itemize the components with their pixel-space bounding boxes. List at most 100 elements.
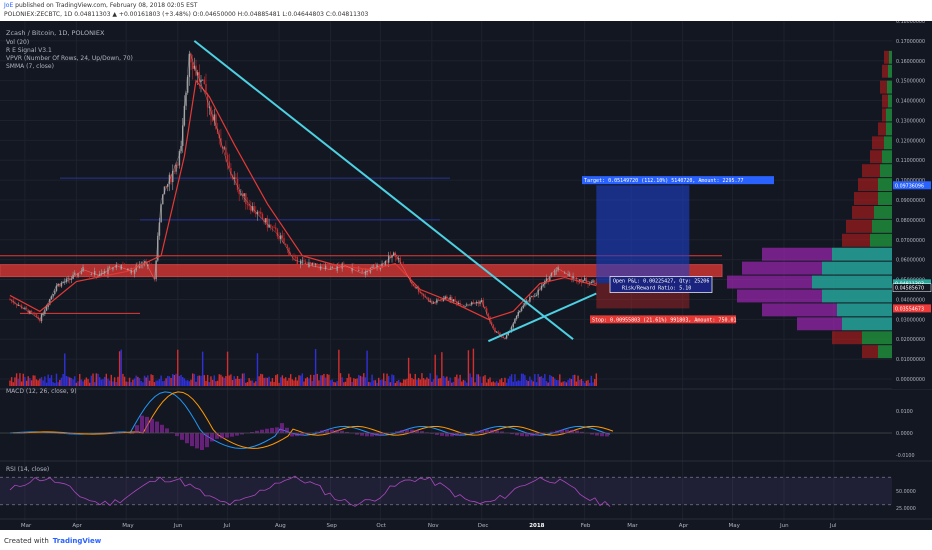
- candle-body-25: [50, 296, 53, 300]
- candle-body-189: [323, 266, 325, 270]
- volume-bar-161: [276, 374, 279, 386]
- volume-bar-295: [499, 379, 501, 386]
- candle-body-140: [241, 193, 244, 197]
- volume-bar-146: [251, 380, 254, 386]
- macd-hist-35: [185, 433, 189, 444]
- volume-bar-48: [88, 382, 91, 386]
- volume-bar-270: [457, 378, 460, 386]
- macd-hist-27: [145, 416, 149, 433]
- volume-bar-8: [22, 373, 24, 386]
- candle-body-218: [371, 266, 373, 268]
- volume-bar-297: [502, 382, 505, 386]
- candle-body-261: [442, 299, 445, 302]
- volume-bar-291: [492, 381, 495, 386]
- volume-bar-91: [160, 375, 162, 386]
- macd-hist-44: [230, 433, 234, 437]
- macd-hist-74: [380, 433, 384, 436]
- volume-bar-174: [298, 375, 300, 386]
- volume-bar-68: [122, 373, 124, 386]
- volume-bar-278: [471, 377, 473, 386]
- candle-body-106: [185, 92, 187, 106]
- macd-hist-108: [550, 431, 554, 433]
- candle-body-320: [540, 285, 543, 290]
- volume-bar-253: [429, 373, 431, 386]
- candle-body-36: [69, 277, 71, 280]
- candle-body-97: [170, 174, 172, 183]
- candle-body-279: [472, 302, 475, 304]
- legend-ind-2: VPVR (Number Of Rows, 24, Up/Down, 70): [6, 55, 133, 62]
- volume-bar-308: [520, 373, 523, 386]
- pnl-text: Open P&L: 0.00225427, Qty: 25206: [613, 279, 709, 285]
- volume-bar-150: [258, 376, 260, 386]
- chart-area[interactable]: Target: 0.05149720 (112.10%) 5140720, Am…: [0, 21, 932, 530]
- candle-body-161: [276, 229, 279, 237]
- volume-bar-93: [163, 380, 166, 386]
- price-badge-bg-1: [893, 279, 931, 288]
- macd-tick-2: -0.0100: [896, 453, 915, 459]
- macd-hist-90: [460, 433, 464, 435]
- price-tick-8: 0.09000000: [896, 198, 925, 204]
- price-axis[interactable]: 0.17000000 0.16000000 0.15000000 0.14000000…: [892, 21, 932, 389]
- candle-body-288: [487, 313, 490, 317]
- volume-bar-38: [72, 379, 74, 386]
- volume-bar-269: [456, 374, 458, 386]
- candle-body-8: [22, 308, 24, 310]
- volume-bar-104: [182, 377, 184, 386]
- volume-bar-260: [441, 352, 443, 386]
- volume-bar-172: [294, 377, 297, 386]
- rsi-label: RSI (14, close): [6, 466, 49, 473]
- volume-bar-183: [313, 374, 315, 386]
- tradingview-logo[interactable]: TradingView: [52, 537, 102, 545]
- volume-bar-131: [226, 351, 229, 386]
- volume-bar-137: [236, 375, 239, 386]
- volume-bar-219: [373, 380, 375, 386]
- time-tick-13: Apr: [679, 523, 689, 529]
- macd-hist-98: [500, 431, 504, 433]
- vpvr-down-3: [882, 94, 888, 108]
- candle-body-255: [432, 302, 435, 304]
- macd-hist-106: [540, 433, 544, 435]
- volume-bar-153: [263, 377, 265, 386]
- macd-hist-89: [455, 433, 459, 436]
- volume-bar-61: [110, 374, 112, 386]
- vpvr-down-16: [727, 275, 812, 289]
- macd-pane[interactable]: 0.0100 0.0000 -0.0100: [0, 391, 915, 459]
- volume-bar-19: [40, 377, 43, 386]
- macd-hist-87: [445, 433, 449, 437]
- volume-bar-240: [407, 357, 410, 386]
- volume-bar-20: [42, 380, 44, 386]
- volume-bar-16: [35, 379, 38, 386]
- candle-body-251: [426, 297, 428, 299]
- volume-bar-51: [93, 382, 96, 386]
- volume-bar-271: [459, 374, 461, 386]
- volume-bar-349: [588, 382, 591, 386]
- candle-body-134: [231, 175, 234, 180]
- volume-bar-231: [392, 375, 395, 386]
- candle-body-175: [299, 260, 302, 265]
- time-tick-2: May: [122, 523, 134, 529]
- candle-body-233: [396, 257, 398, 260]
- volume-bar-204: [348, 373, 350, 386]
- macd-hist-114: [580, 431, 584, 433]
- time-axis[interactable]: Mar Apr May Jun Jul Aug Sep Oct Nov Dec 2018 Feb Mar…: [21, 523, 837, 529]
- candle-body-144: [248, 204, 250, 207]
- long-position-tool[interactable]: Target: 0.05149720 (112.10%) 5140720, Am…: [582, 176, 774, 324]
- volume-bar-250: [424, 379, 426, 386]
- vpvr-up-1: [888, 64, 892, 78]
- volume-bar-13: [30, 380, 33, 386]
- author-link[interactable]: JoE: [4, 2, 14, 9]
- price-badge-bg-3: [893, 304, 931, 313]
- macd-hist-36: [190, 433, 194, 447]
- rsi-pane[interactable]: 50.0000 25.0000: [0, 475, 916, 512]
- volume-bar-126: [218, 374, 220, 386]
- volume-bar-117: [203, 375, 206, 386]
- volume-bar-138: [238, 378, 240, 386]
- created-with-text: Created with: [4, 537, 49, 545]
- rsi-tick-1: 25.0000: [896, 506, 916, 512]
- volume-bar-277: [469, 373, 471, 386]
- vpvr-up-17: [822, 289, 892, 303]
- trendlines[interactable]: [193, 40, 597, 343]
- volume-bar-290: [490, 382, 493, 386]
- chart-svg[interactable]: Target: 0.05149720 (112.10%) 5140720, Am…: [0, 21, 932, 530]
- volume-bar-259: [439, 378, 441, 386]
